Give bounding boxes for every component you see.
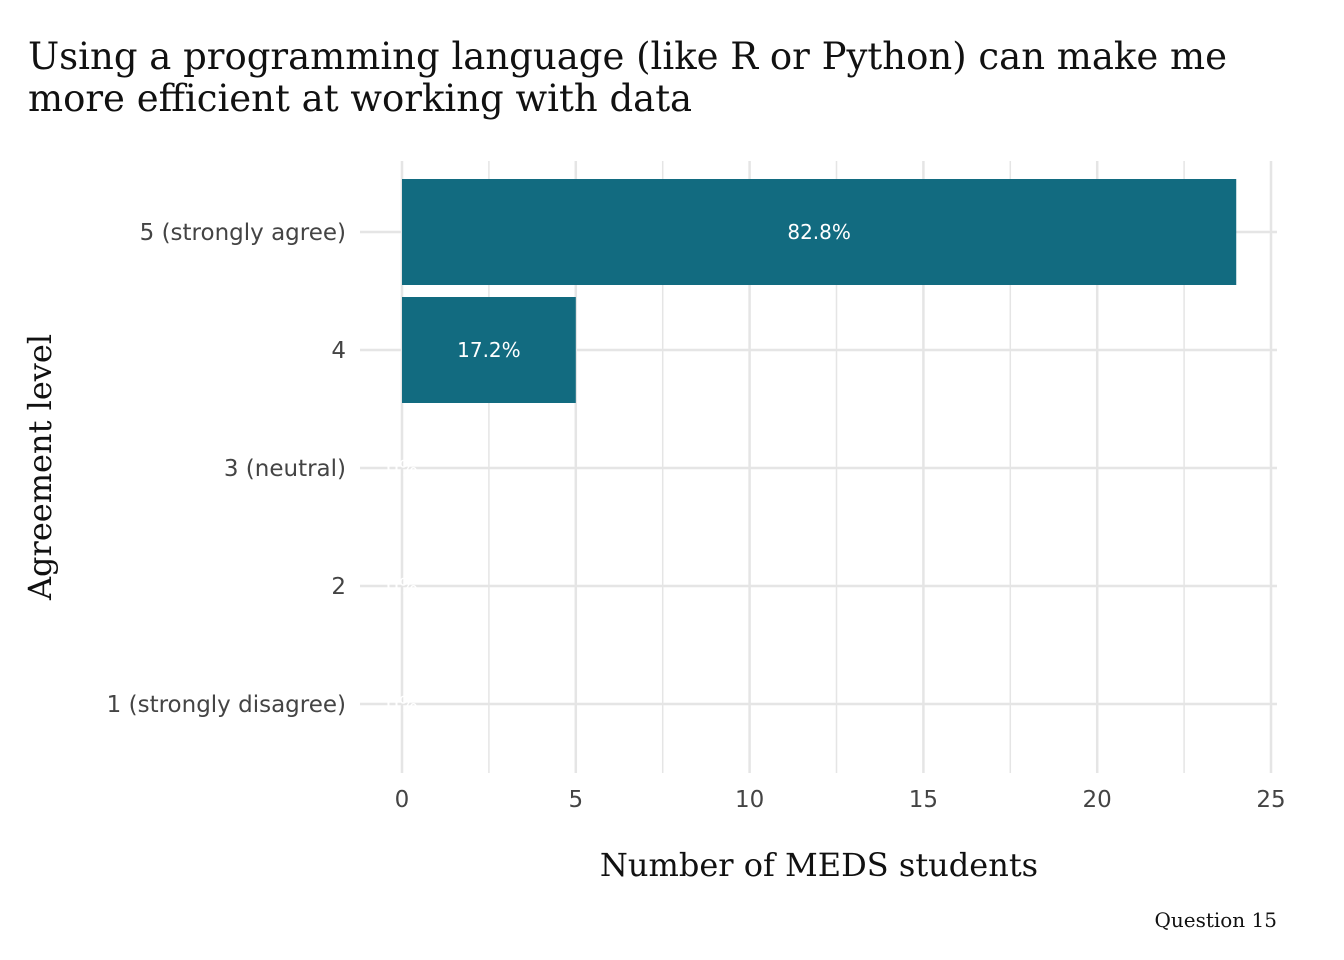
bar-value-label: 0% xyxy=(386,692,418,716)
x-tick-label: 15 xyxy=(909,787,938,813)
x-tick-label: 10 xyxy=(735,787,764,813)
y-tick-label: 1 (strongly disagree) xyxy=(107,692,346,718)
bar xyxy=(402,297,576,403)
x-tick-label: 25 xyxy=(1256,787,1285,813)
chart-title-line-1: Using a programming language (like R or … xyxy=(28,35,1227,78)
y-tick-label: 2 xyxy=(331,574,346,600)
bar-value-label: 82.8% xyxy=(787,220,851,244)
x-axis-ticks: 0 5 10 15 20 25 xyxy=(395,787,1286,813)
bar-value-label: 0% xyxy=(386,574,418,598)
chart-title-line-2: more efficient at working with data xyxy=(28,77,692,120)
bars xyxy=(402,179,1237,403)
bar xyxy=(402,179,1237,285)
bar-labels: 82.8% 17.2% 0% 0% 0% xyxy=(386,220,851,716)
bar-value-label: 17.2% xyxy=(457,338,521,362)
y-tick-label: 4 xyxy=(331,338,346,364)
x-tick-label: 5 xyxy=(568,787,583,813)
x-axis-title: Number of MEDS students xyxy=(600,846,1038,884)
y-axis-title: Agreement level xyxy=(21,334,59,601)
bar-value-label: 0% xyxy=(386,456,418,480)
chart-caption: Question 15 xyxy=(1154,908,1277,932)
y-tick-label: 5 (strongly agree) xyxy=(140,220,346,246)
y-tick-label: 3 (neutral) xyxy=(224,456,346,482)
y-axis-ticks: 5 (strongly agree) 4 3 (neutral) 2 1 (strong… xyxy=(107,220,346,718)
x-tick-label: 20 xyxy=(1083,787,1112,813)
x-tick-label: 0 xyxy=(395,787,410,813)
